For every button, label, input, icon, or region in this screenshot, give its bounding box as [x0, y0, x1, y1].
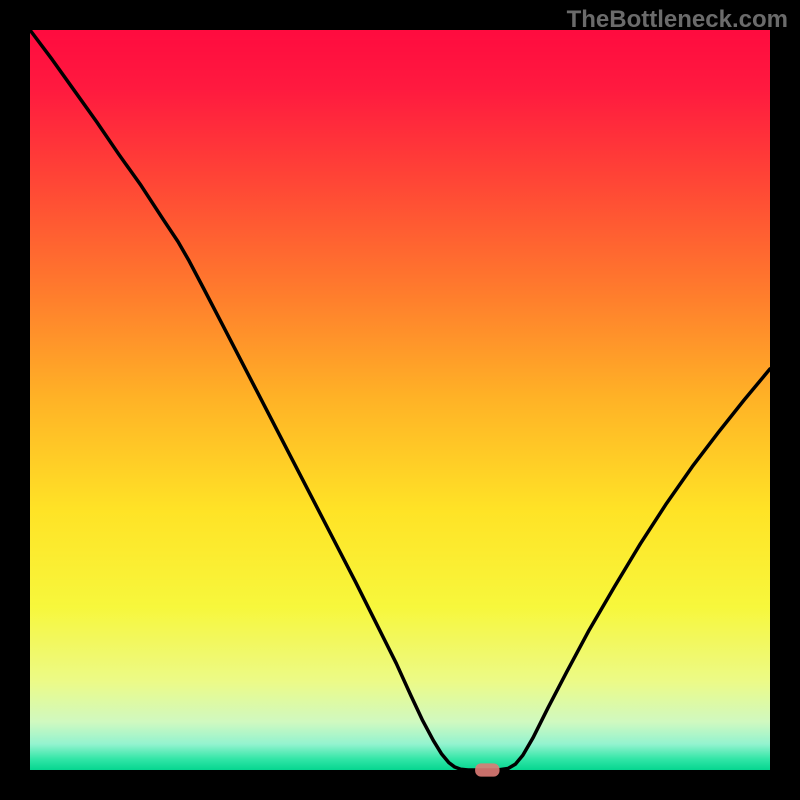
chart-canvas: [0, 0, 800, 800]
gradient-background: [30, 30, 770, 770]
optimum-marker: [475, 763, 499, 776]
bottleneck-chart: TheBottleneck.com: [0, 0, 800, 800]
